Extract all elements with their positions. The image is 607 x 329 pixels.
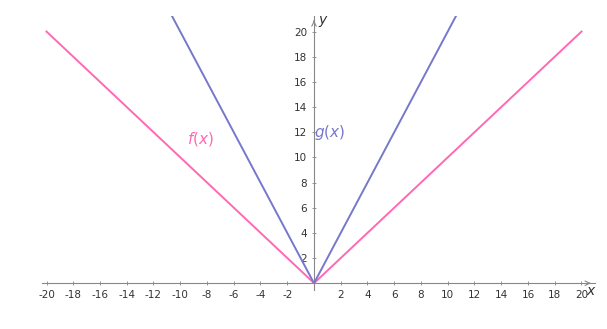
Text: $f(x)$: $f(x)$	[187, 130, 214, 147]
Text: y: y	[318, 13, 326, 27]
Text: $g(x)$: $g(x)$	[314, 123, 345, 142]
Text: x: x	[587, 284, 595, 298]
